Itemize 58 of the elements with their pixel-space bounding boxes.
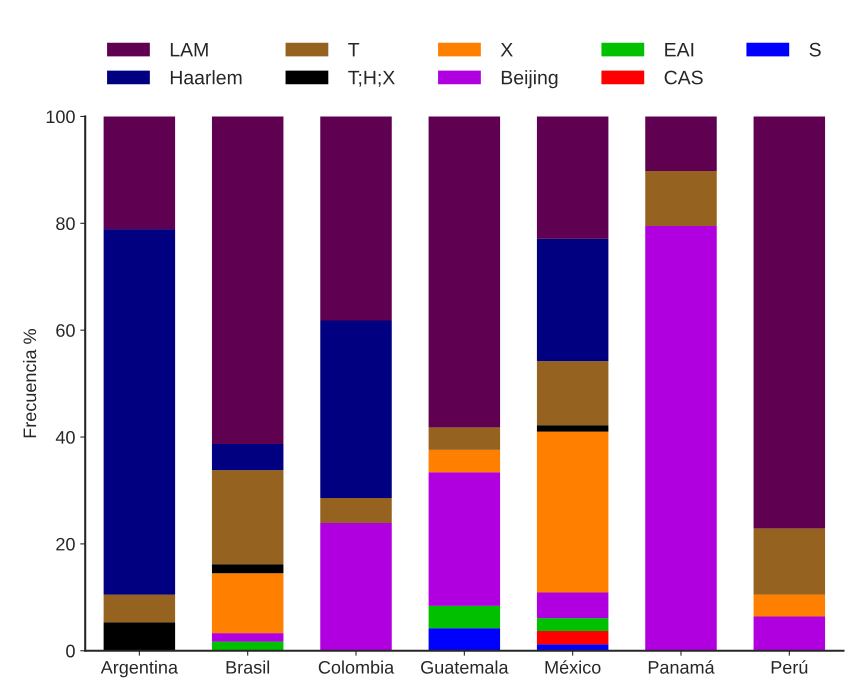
bar: [645, 170, 717, 226]
bar: [754, 528, 826, 595]
legend-label: Haarlem: [170, 70, 242, 84]
bar: [536, 630, 608, 644]
bar: [428, 427, 500, 450]
x-tick-label: Perú: [772, 660, 808, 674]
y-tick-label: 80: [56, 217, 75, 230]
bar: [754, 594, 826, 617]
bar: [536, 116, 608, 239]
y-tick-label: 100: [46, 110, 75, 124]
bar: [212, 573, 284, 634]
legend-label: LAM: [170, 43, 208, 56]
x-tick-label: Guatemala: [421, 660, 508, 674]
y-tick-label: 40: [56, 430, 75, 444]
bar: [645, 226, 717, 651]
legend-label: T;H;X: [348, 70, 395, 87]
y-tick-label: 20: [56, 538, 75, 551]
legend-label: CAS: [664, 70, 703, 84]
bar: [754, 616, 826, 651]
y-tick-label: 0: [66, 644, 75, 658]
legend-label: EAI: [665, 43, 694, 56]
bar: [536, 238, 608, 362]
bar: [104, 116, 176, 230]
bar: [212, 564, 284, 574]
x-tick-label: Brasil: [226, 660, 270, 674]
bar: [212, 470, 284, 564]
bar: [212, 444, 284, 470]
bar: [536, 361, 608, 426]
bar: [212, 633, 284, 642]
bar: [212, 116, 284, 444]
bar: [104, 622, 176, 651]
x-tick-label: Argentina: [100, 660, 178, 678]
bar: [428, 116, 500, 428]
bar: [754, 116, 826, 528]
bar: [320, 116, 392, 321]
bar: [428, 450, 500, 472]
bar: [320, 320, 392, 498]
bar: [536, 592, 608, 618]
x-tick-label: México: [546, 660, 601, 674]
bar: [428, 628, 500, 651]
bar: [428, 606, 500, 628]
y-tick-label: 60: [56, 324, 75, 337]
legend-label: T: [348, 43, 360, 56]
x-tick-label: Colombia: [318, 660, 394, 674]
legend-label: X: [500, 43, 513, 56]
bar: [320, 523, 392, 651]
bar: [536, 618, 608, 631]
bar: [536, 425, 608, 432]
bar: [104, 229, 176, 595]
bar: [536, 432, 608, 593]
x-tick-label: Panamá: [648, 660, 715, 674]
legend-label: Beijing: [502, 70, 558, 88]
bar: [428, 472, 500, 606]
bar: [320, 498, 392, 524]
legend-label: S: [810, 42, 821, 57]
bar: [104, 594, 176, 622]
y-axis-title: Frecuencia %: [22, 329, 36, 438]
bar: [645, 116, 717, 171]
